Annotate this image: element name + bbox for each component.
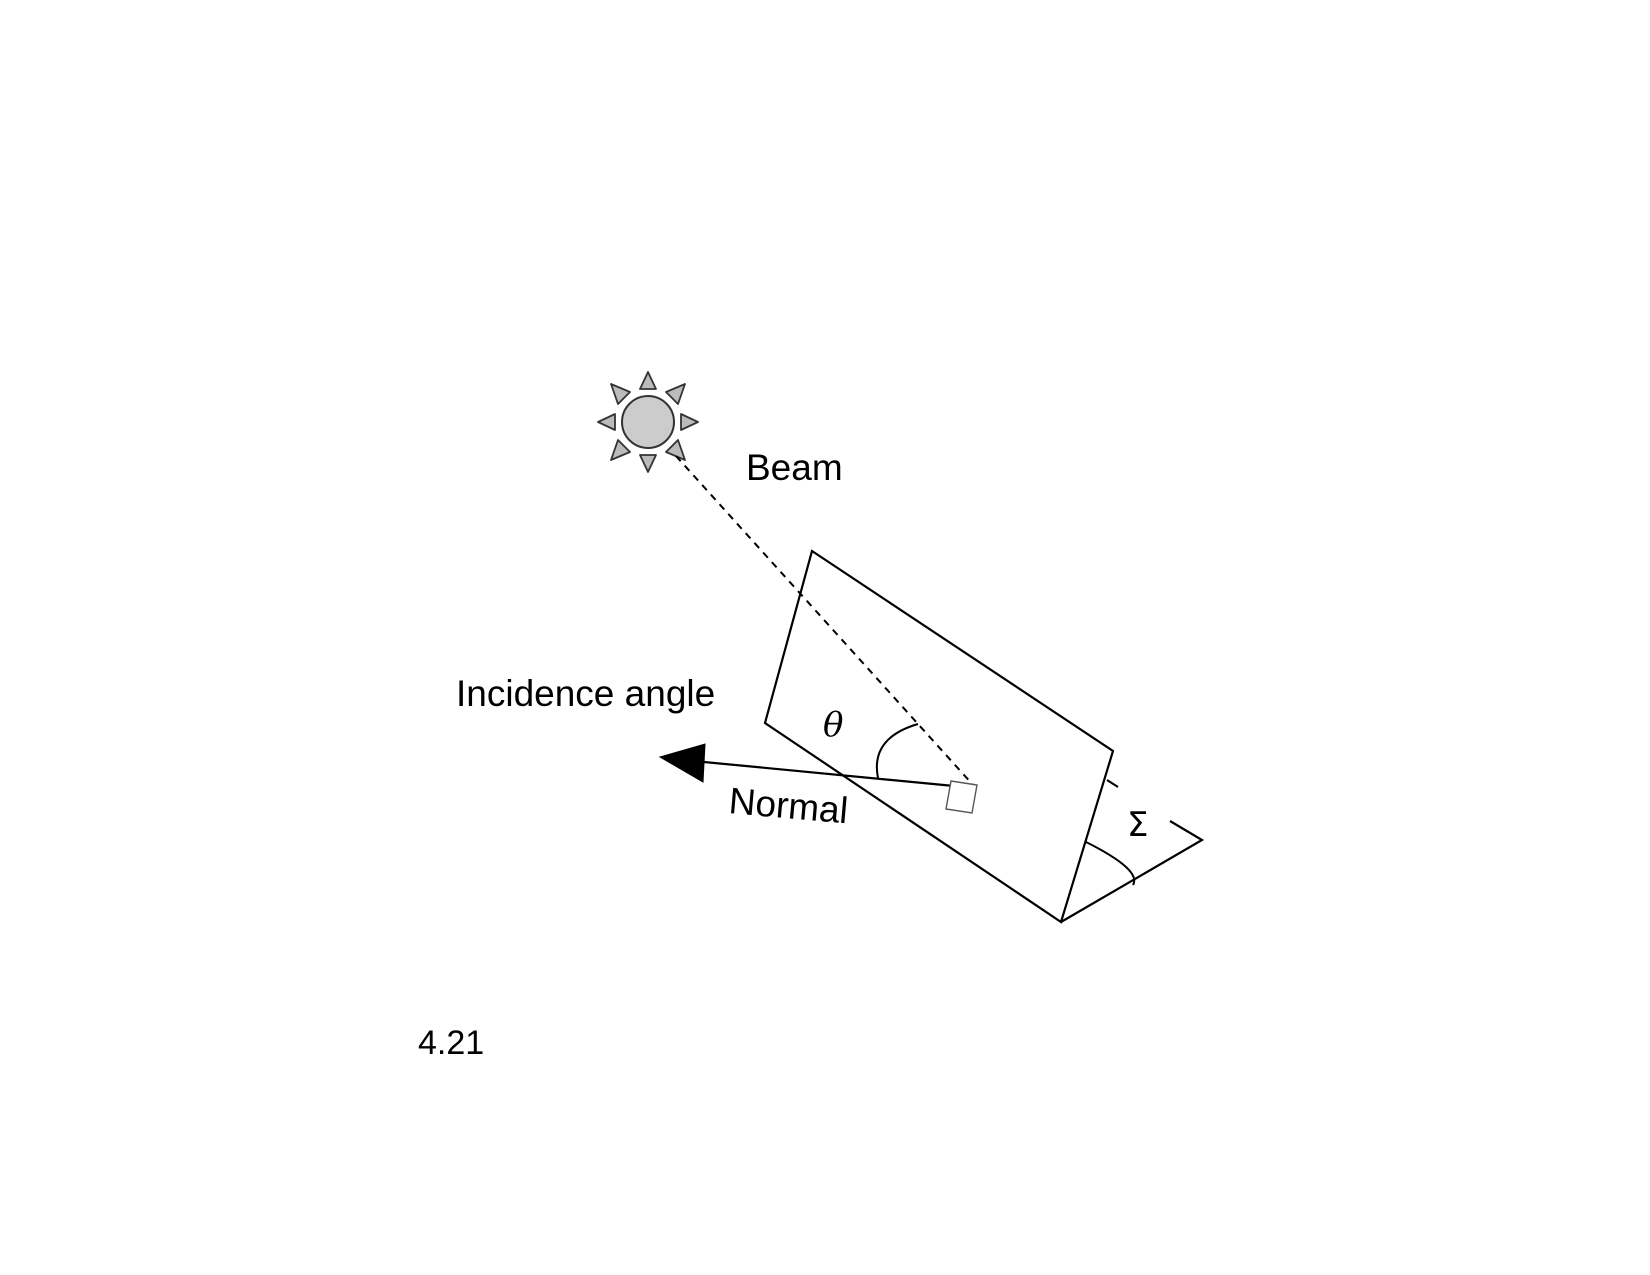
arrowhead-icon (658, 743, 706, 783)
incidence-angle-label: Incidence angle (456, 673, 715, 714)
right-angle-marker (945, 780, 978, 814)
tilt-angle-arc (1085, 841, 1136, 886)
ground-line-dash (1106, 779, 1119, 788)
theta-label: θ (823, 705, 843, 745)
beam-label: Beam (746, 447, 843, 488)
sun-icon (597, 371, 699, 473)
beam-ray (675, 455, 975, 787)
sigma-label: Σ (1127, 805, 1148, 845)
normal-label: Normal (727, 780, 849, 831)
ground-line (1060, 820, 1205, 923)
tilted-panel (763, 549, 1115, 924)
sun-rays (597, 371, 699, 473)
incidence-angle-arc (875, 723, 919, 779)
normal-line (703, 760, 976, 790)
sun-disc (621, 395, 675, 449)
figure-number: 4.21 (418, 1024, 484, 1062)
